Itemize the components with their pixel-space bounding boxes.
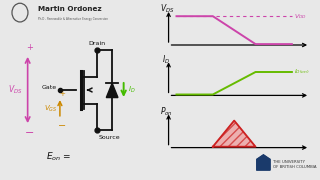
- Text: Martin Ordonez: Martin Ordonez: [38, 6, 102, 12]
- Text: −: −: [25, 128, 35, 138]
- Text: $I_D$: $I_D$: [128, 85, 135, 95]
- Text: Drain: Drain: [88, 41, 105, 46]
- Text: $V_{DS}$: $V_{DS}$: [8, 84, 23, 96]
- Text: $I_{D(on)}$: $I_{D(on)}$: [294, 68, 310, 76]
- Polygon shape: [106, 83, 118, 98]
- Text: +: +: [27, 43, 33, 52]
- Polygon shape: [213, 121, 255, 147]
- Text: +: +: [59, 91, 65, 97]
- Text: Gate: Gate: [42, 85, 57, 90]
- Text: $V_{DD}$: $V_{DD}$: [294, 12, 307, 21]
- Text: THE UNIVERSITY
OF BRITISH COLUMBIA: THE UNIVERSITY OF BRITISH COLUMBIA: [273, 160, 317, 169]
- Text: $I_D$: $I_D$: [162, 53, 170, 66]
- Text: $V_{GS}$: $V_{GS}$: [44, 104, 58, 114]
- Text: −: −: [58, 121, 66, 131]
- Text: $E_{on}$ =: $E_{on}$ =: [46, 150, 71, 163]
- Text: $V_{DS}$: $V_{DS}$: [160, 3, 175, 15]
- Text: Source: Source: [98, 135, 120, 140]
- Polygon shape: [257, 155, 270, 170]
- Text: Ph.D - Renewable & Alternative Energy Conversion: Ph.D - Renewable & Alternative Energy Co…: [38, 17, 108, 21]
- Text: $P_{on}$: $P_{on}$: [160, 105, 173, 118]
